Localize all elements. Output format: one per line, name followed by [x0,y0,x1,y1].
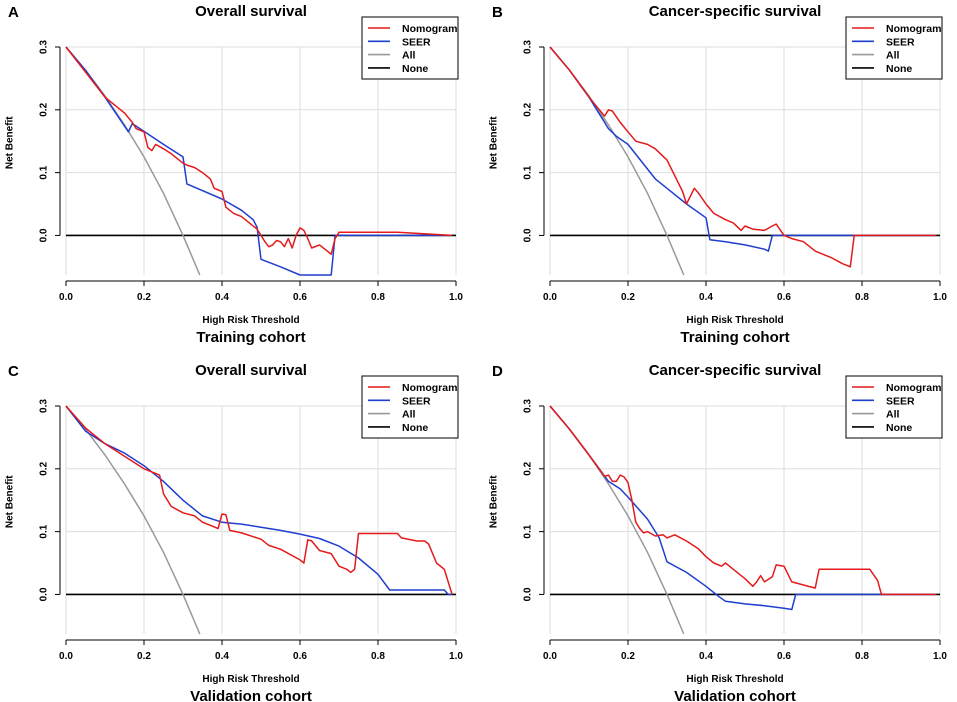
x-tick-label-4: 0.8 [855,292,869,303]
series-line-all [549,46,685,276]
legend-label-nomogram: Nomogram [402,382,457,394]
y-axis-label: Net Benefit [5,116,16,169]
legend-label-all: All [886,50,900,62]
legend-label-seer: SEER [886,395,915,407]
legend-label-seer: SEER [886,36,915,48]
legend-label-all: All [402,409,416,421]
series-line-nomogram [549,405,937,596]
y-axis-label: Net Benefit [489,475,500,528]
x-tick-label-5: 1.0 [449,651,463,662]
y-tick-label-3: 0.3 [523,40,534,54]
y-tick-label-3: 0.3 [523,399,534,413]
y-axis-label: Net Benefit [5,475,16,528]
x-axis-label: High Risk Threshold [202,315,299,326]
x-tick-label-4: 0.8 [855,651,869,662]
x-tick-label-2: 0.4 [699,292,713,303]
legend-label-nomogram: Nomogram [402,23,457,35]
chart-title: Cancer-specific survival [649,3,822,20]
y-tick-label-2: 0.2 [39,461,50,475]
x-tick-label-2: 0.4 [215,651,229,662]
series-line-seer [65,405,453,596]
chart-panel-b: 0.0 0.2 0.4 0.6 0.8 1.0 0.0 0.1 0.2 0.3 NomogramSE… [489,3,948,346]
x-axis-label: High Risk Threshold [202,674,299,685]
y-tick-label-1: 0.1 [523,165,534,179]
x-tick-label-5: 1.0 [933,292,947,303]
panel-letter: C [8,363,19,380]
y-tick-label-1: 0.1 [39,165,50,179]
x-tick-label-2: 0.4 [699,651,713,662]
series-line-seer [65,46,453,276]
panel-letter: D [492,363,503,380]
legend-label-all: All [402,50,416,62]
chart-panel-a: 0.0 0.2 0.4 0.6 0.8 1.0 0.0 0.1 0.2 0.3 NomogramSE… [5,3,464,346]
y-tick-label-2: 0.2 [523,102,534,116]
x-axis-label: High Risk Threshold [686,315,783,326]
chart-title: Overall survival [195,3,307,20]
chart-title: Overall survival [195,362,307,379]
chart-panel-d: 0.0 0.2 0.4 0.6 0.8 1.0 0.0 0.1 0.2 0.3 NomogramSE… [489,362,948,702]
cohort-label: Training cohort [196,329,305,346]
cohort-label: Validation cohort [674,688,796,702]
series-line-seer [549,405,937,611]
x-tick-label-1: 0.2 [621,292,635,303]
x-tick-label-0: 0.0 [59,651,73,662]
series-line-nomogram [65,46,453,256]
legend-label-nomogram: Nomogram [886,382,941,394]
cohort-label: Validation cohort [190,688,312,702]
legend-label-none: None [886,422,912,434]
legend-label-nomogram: Nomogram [886,23,941,35]
legend-label-all: All [886,409,900,421]
series-line-nomogram [549,46,937,268]
legend-label-none: None [886,63,912,75]
y-tick-label-1: 0.1 [523,524,534,538]
y-tick-label-0: 0.0 [39,228,50,242]
y-tick-label-3: 0.3 [39,40,50,54]
x-tick-label-5: 1.0 [933,651,947,662]
panel-letter: A [8,4,19,21]
x-tick-label-3: 0.6 [293,651,307,662]
x-tick-label-5: 1.0 [449,292,463,303]
x-tick-label-3: 0.6 [777,651,791,662]
legend-label-seer: SEER [402,395,431,407]
x-axis-label: High Risk Threshold [686,674,783,685]
y-tick-label-0: 0.0 [39,587,50,601]
x-tick-label-1: 0.2 [137,292,151,303]
series-line-seer [549,46,937,252]
x-tick-label-3: 0.6 [293,292,307,303]
y-tick-label-3: 0.3 [39,399,50,413]
chart-panel-c: 0.0 0.2 0.4 0.6 0.8 1.0 0.0 0.1 0.2 0.3 NomogramSE… [5,362,464,702]
cohort-label: Training cohort [680,329,789,346]
panel-letter: B [492,4,503,21]
y-tick-label-0: 0.0 [523,228,534,242]
y-tick-label-0: 0.0 [523,587,534,601]
x-tick-label-0: 0.0 [543,292,557,303]
y-tick-label-1: 0.1 [39,524,50,538]
x-tick-label-3: 0.6 [777,292,791,303]
legend-label-none: None [402,63,428,75]
series-line-nomogram [65,405,453,595]
x-tick-label-1: 0.2 [621,651,635,662]
x-tick-label-1: 0.2 [137,651,151,662]
y-tick-label-2: 0.2 [523,461,534,475]
y-axis-label: Net Benefit [489,116,500,169]
x-tick-label-4: 0.8 [371,651,385,662]
x-tick-label-0: 0.0 [543,651,557,662]
x-tick-label-4: 0.8 [371,292,385,303]
y-tick-label-2: 0.2 [39,102,50,116]
x-tick-label-0: 0.0 [59,292,73,303]
legend-label-seer: SEER [402,36,431,48]
chart-title: Cancer-specific survival [649,362,822,379]
series-line-all [65,405,201,635]
series-line-all [549,405,685,635]
x-tick-label-2: 0.4 [215,292,229,303]
legend-label-none: None [402,422,428,434]
